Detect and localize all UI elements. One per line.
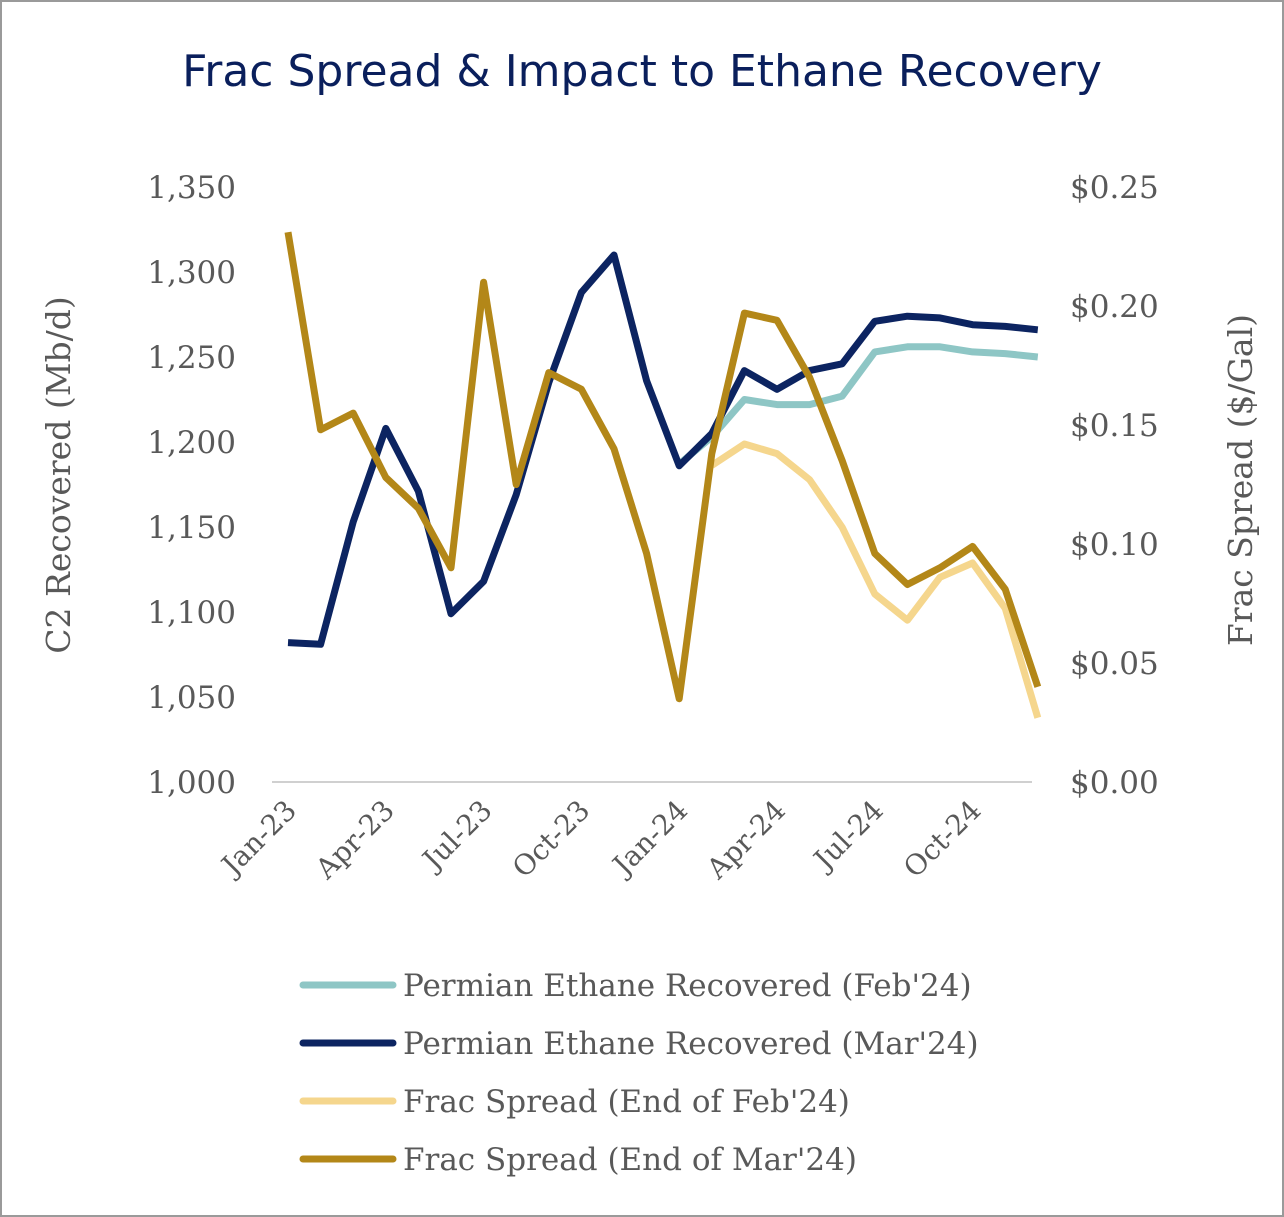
right-tick-label: $0.05	[1070, 646, 1159, 682]
left-axis-title: C2 Recovered (Mb/d)	[39, 296, 78, 653]
legend-label: Frac Spread (End of Feb'24)	[403, 1084, 850, 1120]
left-tick-label: 1,100	[147, 595, 236, 631]
left-tick-label: 1,000	[147, 765, 236, 801]
right-tick-label: $0.25	[1070, 170, 1159, 206]
left-tick-label: 1,350	[147, 170, 236, 206]
left-tick-label: 1,300	[147, 255, 236, 291]
series-line-1	[676, 343, 1039, 467]
series-line-2	[287, 251, 1039, 648]
right-axis-ticks: $0.00 $0.05 $0.10 $0.15 $0.20 $0.25	[1070, 170, 1159, 801]
x-tick-label: Apr-23	[308, 794, 400, 886]
series-lines	[284, 231, 1042, 719]
x-tick-label: Jul-24	[805, 794, 889, 878]
left-tick-label: 1,150	[147, 510, 236, 546]
right-tick-label: $0.20	[1070, 289, 1159, 325]
left-tick-label: 1,050	[147, 680, 236, 716]
left-tick-label: 1,250	[147, 340, 236, 376]
legend: Permian Ethane Recovered (Feb'24) Permian…	[299, 968, 979, 1178]
series-line-3	[709, 440, 1042, 719]
right-tick-label: $0.10	[1070, 527, 1159, 563]
x-tick-label: Jul-23	[414, 794, 498, 878]
x-tick-label: Jan-23	[213, 794, 303, 884]
right-tick-label: $0.15	[1070, 408, 1159, 444]
legend-label: Permian Ethane Recovered (Mar'24)	[403, 1026, 979, 1062]
x-axis-ticks: Jan-23 Apr-23 Jul-23 Oct-23 Jan-24 Apr-24 Jul-…	[213, 794, 987, 886]
left-axis-ticks: 1,000 1,050 1,100 1,150 1,200 1,250 1,300 1,350	[147, 170, 236, 801]
legend-label: Permian Ethane Recovered (Feb'24)	[403, 968, 972, 1004]
legend-label: Frac Spread (End of Mar'24)	[403, 1142, 857, 1178]
left-tick-label: 1,200	[147, 425, 236, 461]
x-tick-label: Apr-24	[700, 794, 792, 886]
chart-title: Frac Spread & Impact to Ethane Recovery	[182, 46, 1102, 97]
x-tick-label: Oct-24	[897, 794, 987, 884]
right-tick-label: $0.00	[1070, 765, 1159, 801]
right-axis-title: Frac Spread ($/Gal)	[1221, 314, 1260, 646]
x-tick-label: Oct-23	[506, 794, 596, 884]
x-tick-label: Jan-24	[604, 794, 694, 884]
series-line-4	[284, 231, 1042, 703]
